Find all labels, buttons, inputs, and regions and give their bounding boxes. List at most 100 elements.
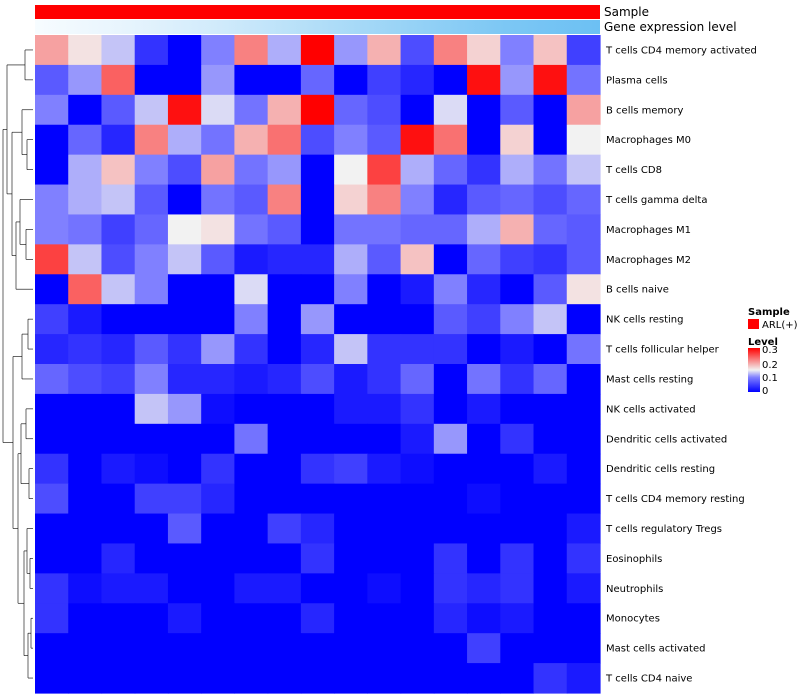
heatmap-cell	[400, 453, 435, 485]
annotation-expression-label: Gene expression level	[604, 20, 737, 34]
heatmap-cell	[35, 274, 69, 305]
heatmap-cells	[35, 35, 601, 694]
heatmap-cell	[300, 603, 335, 634]
heatmap-cell	[433, 393, 468, 425]
heatmap-cell	[201, 513, 236, 545]
row-labels: T cells CD4 memory activated Plasma cells…	[605, 46, 757, 685]
heatmap-cell	[134, 663, 169, 694]
heatmap-cell	[167, 184, 202, 216]
heatmap-cell	[566, 453, 601, 485]
heatmap-cell	[433, 274, 468, 305]
heatmap-cell	[467, 124, 501, 156]
row-label: Macrophages M2	[606, 255, 691, 266]
heatmap-cell	[101, 364, 136, 395]
heatmap-cell	[201, 334, 236, 365]
heatmap-cell	[201, 453, 236, 485]
heatmap-cell	[167, 453, 202, 485]
row-label: Macrophages M1	[606, 225, 691, 236]
heatmap-cell	[134, 94, 169, 126]
heatmap-cell	[167, 543, 202, 574]
heatmap-cell	[433, 453, 468, 485]
row-dendrogram	[2, 49, 33, 679]
heatmap-cell	[234, 393, 269, 425]
heatmap-cell	[167, 64, 202, 96]
heatmap-cell	[201, 64, 236, 96]
heatmap-cell	[467, 94, 501, 126]
heatmap-cell	[68, 513, 103, 545]
heatmap-cell	[167, 94, 202, 126]
heatmap-cell	[500, 393, 535, 425]
heatmap-cell	[134, 304, 169, 335]
heatmap-cell	[134, 603, 169, 634]
heatmap-cell	[134, 334, 169, 365]
heatmap-cell	[134, 423, 169, 455]
heatmap-cell	[201, 364, 236, 395]
heatmap-cell	[68, 94, 103, 126]
heatmap-cell	[68, 334, 103, 365]
heatmap-cell	[400, 274, 435, 305]
heatmap-cell	[300, 184, 335, 216]
heatmap-cell	[467, 364, 501, 395]
heatmap-cell	[300, 573, 335, 604]
heatmap-cell	[533, 94, 568, 126]
heatmap-cell	[267, 573, 302, 604]
heatmap-cell	[134, 364, 169, 395]
heatmap-cell	[533, 603, 568, 634]
heatmap-cell	[35, 483, 69, 515]
heatmap-cell	[201, 94, 236, 126]
heatmap-cell	[566, 393, 601, 425]
heatmap-cell	[68, 214, 103, 245]
heatmap-cell	[300, 244, 335, 275]
heatmap-cell	[300, 453, 335, 485]
heatmap-cell	[134, 483, 169, 515]
heatmap-cell	[167, 304, 202, 335]
row-label: T cells follicular helper	[605, 345, 720, 356]
heatmap-cell	[566, 603, 601, 634]
legend: Sample ARL(+) Level 0.3 0.2 0.1 0	[748, 307, 798, 397]
heatmap-cell	[167, 423, 202, 455]
heatmap-cell	[467, 513, 501, 545]
heatmap-cell	[234, 124, 269, 156]
heatmap-cell	[300, 364, 335, 395]
heatmap-cell	[35, 573, 69, 604]
heatmap-cell	[433, 483, 468, 515]
heatmap-cell	[35, 334, 69, 365]
heatmap-cell	[533, 35, 568, 66]
heatmap-cell	[201, 244, 236, 275]
heatmap-cell	[234, 154, 269, 186]
heatmap-cell	[467, 304, 501, 335]
heatmap-cell	[334, 633, 368, 664]
heatmap-cell	[267, 35, 302, 66]
heatmap-cell	[68, 184, 103, 216]
heatmap-cell	[500, 603, 535, 634]
heatmap-cell	[267, 304, 302, 335]
heatmap-cell	[367, 334, 402, 365]
legend-level-tick: 0.1	[762, 373, 778, 384]
heatmap-cell	[101, 543, 136, 574]
legend-sample-title: Sample	[748, 307, 790, 318]
heatmap-cell	[400, 244, 435, 275]
heatmap-cell	[68, 393, 103, 425]
heatmap-cell	[167, 244, 202, 275]
heatmap-cell	[566, 35, 601, 66]
heatmap-cell	[68, 35, 103, 66]
heatmap-cell	[400, 393, 435, 425]
row-label: T cells CD4 memory resting	[605, 494, 745, 505]
heatmap-cell	[433, 64, 468, 96]
row-label: Plasma cells	[606, 75, 668, 86]
annotation-sample-label: Sample	[604, 5, 649, 19]
heatmap-cell	[433, 663, 468, 694]
heatmap-cell	[566, 184, 601, 216]
heatmap-cell	[433, 304, 468, 335]
heatmap-cell	[267, 184, 302, 216]
heatmap-cell	[400, 423, 435, 455]
heatmap-cell	[35, 244, 69, 275]
heatmap-cell	[500, 214, 535, 245]
heatmap-cell	[167, 154, 202, 186]
heatmap-cell	[101, 124, 136, 156]
heatmap-cell	[433, 364, 468, 395]
heatmap-cell	[500, 184, 535, 216]
heatmap-cell	[167, 393, 202, 425]
heatmap-cell	[101, 244, 136, 275]
heatmap-cell	[267, 154, 302, 186]
